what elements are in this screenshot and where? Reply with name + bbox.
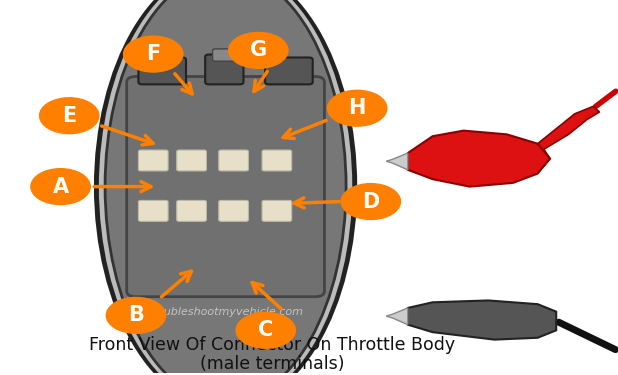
Circle shape [106, 297, 166, 333]
FancyBboxPatch shape [265, 57, 313, 84]
Text: troubleshootmyvehicle.com: troubleshootmyvehicle.com [148, 307, 303, 316]
FancyBboxPatch shape [262, 200, 292, 221]
Polygon shape [408, 130, 550, 187]
Text: (male terminals): (male terminals) [200, 355, 344, 373]
FancyBboxPatch shape [177, 150, 206, 171]
Circle shape [341, 184, 400, 219]
FancyBboxPatch shape [127, 76, 324, 297]
Ellipse shape [105, 0, 346, 375]
FancyBboxPatch shape [219, 150, 248, 171]
Circle shape [124, 36, 183, 72]
Circle shape [236, 312, 295, 348]
Polygon shape [386, 308, 408, 325]
FancyBboxPatch shape [262, 150, 292, 171]
FancyArrowPatch shape [596, 91, 616, 106]
Text: H: H [349, 98, 366, 118]
Text: D: D [362, 192, 379, 211]
Ellipse shape [99, 0, 352, 375]
FancyArrowPatch shape [559, 322, 616, 350]
Ellipse shape [94, 0, 357, 375]
Text: Front View Of Connector On Throttle Body: Front View Of Connector On Throttle Body [89, 336, 455, 354]
Circle shape [328, 90, 387, 126]
Text: A: A [53, 177, 69, 197]
FancyBboxPatch shape [138, 57, 186, 84]
Text: C: C [258, 320, 273, 340]
Polygon shape [408, 300, 556, 340]
Text: B: B [128, 305, 144, 326]
Text: E: E [62, 106, 77, 126]
FancyBboxPatch shape [213, 49, 236, 61]
FancyBboxPatch shape [205, 54, 243, 84]
Polygon shape [386, 153, 408, 170]
FancyBboxPatch shape [138, 200, 168, 221]
FancyBboxPatch shape [219, 200, 248, 221]
Circle shape [31, 169, 90, 204]
Polygon shape [538, 106, 599, 166]
Text: F: F [146, 44, 161, 64]
Circle shape [40, 98, 99, 134]
Circle shape [229, 33, 288, 68]
FancyBboxPatch shape [138, 150, 168, 171]
FancyBboxPatch shape [177, 200, 206, 221]
Text: G: G [250, 40, 267, 60]
